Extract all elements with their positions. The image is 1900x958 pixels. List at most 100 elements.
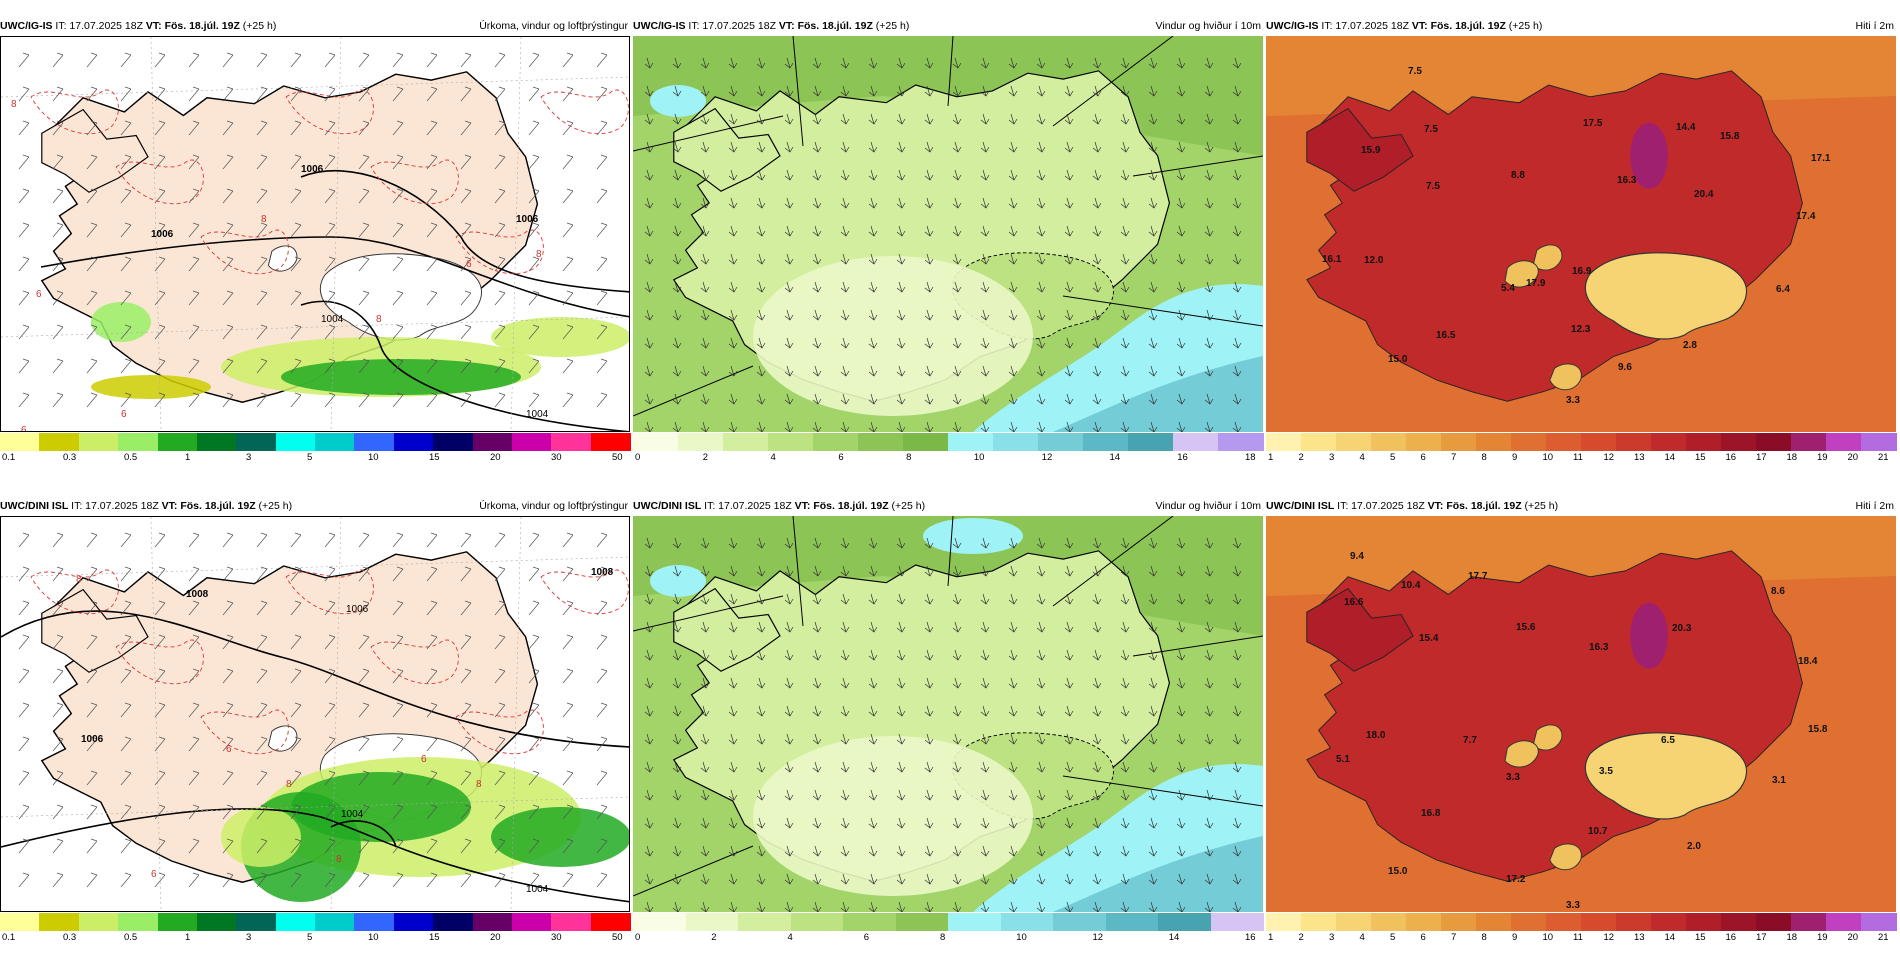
wind-arrow: [644, 649, 654, 661]
wind-arrow: [1120, 649, 1130, 661]
wind-arrow: [756, 593, 766, 605]
wind-arrow: [952, 57, 962, 69]
wind-arrow: [1092, 141, 1102, 153]
precip-colorbar: 0.1 0.3 0.5 1 3 5 10 15 20 30 50: [0, 913, 631, 943]
wind-arrow: [644, 225, 654, 237]
colorbar-tick-label: 0.5: [124, 452, 138, 463]
wind-arrow: [896, 253, 906, 265]
contour-label: 1008: [186, 589, 209, 600]
colorbar-tick-label: 11: [1573, 452, 1583, 463]
wind-arrow: [980, 845, 990, 857]
wind-barb: [256, 838, 268, 854]
wind-barb: [324, 532, 336, 548]
wind-arrow: [1092, 113, 1102, 125]
panel-precip-dini: UWC/DINI ISL IT: 17.07.2025 18Z VT: Fös.…: [0, 498, 631, 958]
contour-label: 1006: [301, 164, 324, 175]
wind-arrow: [756, 393, 766, 405]
wind-arrow: [812, 113, 822, 125]
wind-barb: [52, 392, 64, 408]
wind-barb: [392, 770, 404, 786]
colorbar-swatch: [633, 433, 679, 451]
wind-barb: [426, 392, 438, 408]
wind-arrow: [1008, 649, 1018, 661]
sea-wind-patch: [650, 85, 706, 117]
wind-arrow: [1064, 197, 1074, 209]
wind-arrow: [1064, 761, 1074, 773]
wind-arrow: [728, 337, 738, 349]
graticule-line: [150, 37, 162, 431]
colorbar-tick-label: 21: [1878, 932, 1889, 943]
colorbar-tick-label: 4: [770, 452, 776, 463]
wind-barb: [426, 634, 438, 650]
wind-barb: [120, 256, 132, 272]
wind-barb: [358, 566, 370, 582]
colorbar-swatch: [590, 433, 631, 451]
colorbar-swatch: [118, 433, 158, 451]
wind-arrow: [756, 281, 766, 293]
wind-arrow: [952, 197, 962, 209]
wind-arrow: [840, 649, 850, 661]
wind-barb: [86, 324, 98, 340]
wind-arrow: [896, 309, 906, 321]
wind-barb: [120, 290, 132, 306]
colorbar-tick-label: 8: [1481, 452, 1487, 463]
wind-arrow: [784, 309, 794, 321]
contour-label: 8: [376, 314, 382, 325]
wind-barb: [392, 838, 404, 854]
colorbar-tick-label: 5: [1390, 452, 1396, 463]
wind-barb: [562, 222, 574, 238]
wind-arrow: [1120, 845, 1130, 857]
wind-arrow: [672, 649, 682, 661]
wind-arrow: [924, 705, 934, 717]
wind-barb: [596, 392, 608, 408]
wind-barb: [562, 634, 574, 650]
wind-arrow: [924, 593, 934, 605]
temp-value-label: 15.6: [1516, 622, 1536, 633]
wind-arrow: [1008, 169, 1018, 181]
wind-arrow: [756, 253, 766, 265]
wind-barb: [426, 702, 438, 718]
colorbar-tick-label: 6: [1420, 452, 1426, 463]
wind-arrow: [924, 141, 934, 153]
colorbar-tick-label: 14: [1109, 452, 1121, 463]
init-time: IT: 17.07.2025 18Z: [704, 500, 792, 512]
colorbar-swatch: [1038, 433, 1084, 451]
wind-arrow: [952, 253, 962, 265]
wind-barb: [426, 668, 438, 684]
wind-arrow: [924, 789, 934, 801]
wind-barb: [562, 290, 574, 306]
wind-arrow: [812, 253, 822, 265]
wind-arrow: [952, 337, 962, 349]
wind-barb: [562, 324, 574, 340]
panel-title: Vindur og hviður í 10m: [1155, 500, 1261, 512]
temp-value-label: 3.3: [1566, 900, 1580, 911]
wind-arrow: [756, 309, 766, 321]
wind-arrow: [952, 901, 962, 912]
wind-arrow: [1176, 141, 1186, 153]
wind-barb: [86, 838, 98, 854]
wind-arrow: [952, 169, 962, 181]
wind-arrow: [1232, 85, 1242, 97]
wind-arrow: [840, 309, 850, 321]
region-boundary: [1052, 516, 1174, 607]
wind-arrow: [980, 57, 990, 69]
wind-barb: [120, 222, 132, 238]
wind-arrow: [644, 57, 654, 69]
wind-arrow: [1092, 845, 1102, 857]
colorbar-swatch: [511, 913, 552, 931]
wind-arrow: [868, 309, 878, 321]
wind-barb: [256, 256, 268, 272]
wind-barb: [222, 290, 234, 306]
wind-arrow: [924, 873, 934, 885]
wind-barb: [188, 188, 200, 204]
wind-arrow: [644, 85, 654, 97]
colorbar-swatch: [1651, 913, 1687, 931]
wind-arrow: [812, 873, 822, 885]
wind-arrow: [1036, 733, 1046, 745]
wind-arrow: [756, 141, 766, 153]
wind-arrow: [756, 365, 766, 377]
colorbar-swatch: [1210, 913, 1264, 931]
wind-arrow: [1120, 281, 1130, 293]
wind-arrow: [812, 337, 822, 349]
wind-arrow: [756, 705, 766, 717]
